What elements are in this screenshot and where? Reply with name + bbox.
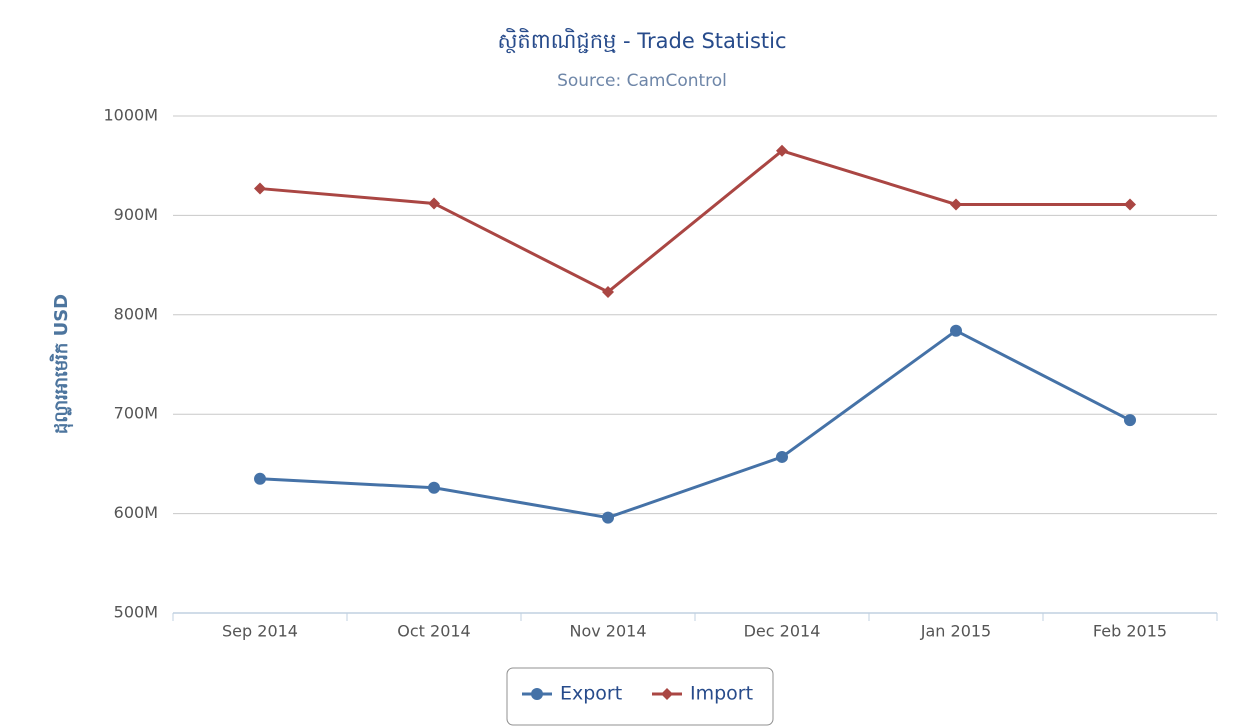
legend-box xyxy=(506,667,774,726)
point xyxy=(1124,414,1136,427)
point xyxy=(1124,198,1136,211)
point xyxy=(428,197,440,210)
x-tick-label: Feb 2015 xyxy=(1093,622,1167,641)
legend-label: Export xyxy=(560,683,622,705)
series-line xyxy=(259,149,1130,294)
series-line xyxy=(259,328,1131,520)
x-tick-label: Nov 2014 xyxy=(569,622,646,641)
point xyxy=(254,472,266,485)
y-tick-label: 900M xyxy=(114,205,158,224)
point xyxy=(950,324,962,337)
point xyxy=(950,198,962,211)
legend-marker xyxy=(531,688,543,700)
point xyxy=(602,511,614,524)
x-tick-label: Jan 2015 xyxy=(920,622,991,641)
x-tick-label: Oct 2014 xyxy=(397,622,470,641)
legend-label: Import xyxy=(690,683,753,705)
point xyxy=(776,450,788,463)
point xyxy=(254,182,266,195)
y-tick-label: 500M xyxy=(114,603,158,622)
point xyxy=(602,285,614,298)
y-axis-label: ដុល្លារអាមេរិក USD xyxy=(49,294,74,434)
y-tick-label: 700M xyxy=(114,404,158,423)
y-tick-label: 800M xyxy=(114,304,158,323)
point xyxy=(428,481,440,494)
legend-marker xyxy=(661,688,673,700)
y-tick-label: 1000M xyxy=(103,106,158,125)
x-tick-label: Dec 2014 xyxy=(744,622,821,641)
x-tick-label: Sep 2014 xyxy=(222,622,298,641)
chart-title: ស្ថិតិពាណិជ្ជកម្ម - Trade Statistic xyxy=(497,28,786,54)
chart-subtitle: Source: CamControl xyxy=(557,71,727,91)
point xyxy=(776,144,788,157)
y-tick-label: 600M xyxy=(114,503,158,522)
